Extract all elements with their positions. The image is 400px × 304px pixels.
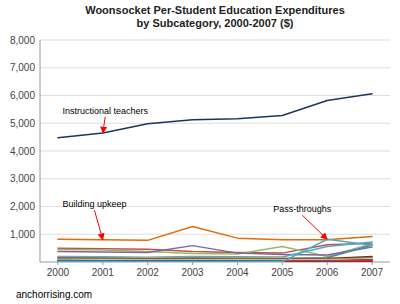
x-tick <box>372 262 373 265</box>
x-tick-label: 2004 <box>226 267 249 278</box>
series-line <box>58 239 372 262</box>
y-tick-label: 3,000 <box>10 173 35 184</box>
series-line <box>58 226 372 240</box>
y-tick-label: 2,000 <box>10 201 35 212</box>
x-tick <box>192 262 193 265</box>
grid-line <box>40 95 390 96</box>
series-line <box>58 94 372 138</box>
title: Woonsocket Per-Student Education Expendi… <box>85 4 345 29</box>
annotation-text: Pass-throughs <box>273 204 332 214</box>
series-line <box>58 260 372 261</box>
lines <box>58 94 372 262</box>
x-tick-label: 2002 <box>137 267 160 278</box>
x-tick-label: 2000 <box>47 267 70 278</box>
annotation-text: Instructional teachers <box>62 106 148 116</box>
annotations: Instructional teachers Building upkeep Pas… <box>62 106 331 240</box>
chart: Woonsocket Per-Student Education Expendi… <box>0 0 400 304</box>
source: anchorrising.com <box>16 289 92 300</box>
x-tick-label: 2007 <box>361 267 384 278</box>
x-tick <box>102 262 103 265</box>
x-tick <box>57 262 58 265</box>
grid-line <box>40 67 390 68</box>
annotation-text: Building upkeep <box>62 199 126 209</box>
x-tick <box>237 262 238 265</box>
grid <box>40 40 390 234</box>
grid-line <box>40 178 390 179</box>
x-tick-label: 2005 <box>271 267 294 278</box>
series-line <box>58 244 372 257</box>
series-line <box>58 260 372 261</box>
grid-line <box>40 123 390 124</box>
series-line <box>58 258 372 259</box>
y-axis-line <box>40 40 41 262</box>
grid-line <box>40 40 390 41</box>
y-tick-label: 1,000 <box>10 229 35 240</box>
y-tick-label: 8,000 <box>10 35 35 46</box>
annotation-arrow <box>103 117 105 133</box>
y-tick-label: 5,000 <box>10 118 35 129</box>
x-tick-label: 2001 <box>92 267 115 278</box>
annotation-arrow <box>94 210 102 240</box>
y-tick-label: 7,000 <box>10 62 35 73</box>
y-tick-label: 4,000 <box>10 146 35 157</box>
series-line <box>58 259 372 260</box>
series-line <box>58 256 372 259</box>
grid-line <box>40 151 390 152</box>
series-line <box>58 259 372 260</box>
annotation-arrow <box>302 215 327 239</box>
y-tick-label: 6,000 <box>10 90 35 101</box>
series-line <box>58 245 372 259</box>
grid-line <box>40 234 390 235</box>
x-tick-label: 2006 <box>316 267 339 278</box>
x-tick <box>327 262 328 265</box>
x-tick-label: 2003 <box>181 267 204 278</box>
x-tick <box>147 262 148 265</box>
series-line <box>58 242 372 257</box>
x-tick <box>282 262 283 265</box>
